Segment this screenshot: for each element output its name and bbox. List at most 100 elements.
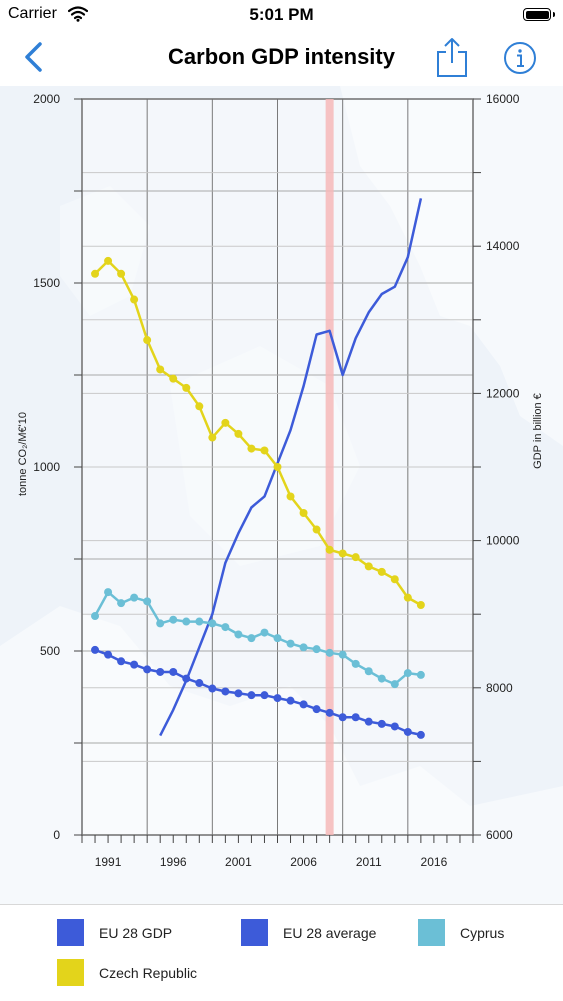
data-point-eu-28-average <box>351 713 360 722</box>
data-point-czech-republic <box>234 429 243 438</box>
x-tick-label: 2001 <box>225 855 252 869</box>
x-tick-label: 2011 <box>356 855 382 869</box>
data-point-czech-republic <box>247 444 256 453</box>
data-point-eu-28-average <box>156 667 165 676</box>
data-point-eu-28-average <box>104 650 113 659</box>
data-point-czech-republic <box>312 525 321 534</box>
y-left-tick-label: 1500 <box>33 276 60 290</box>
data-point-czech-republic <box>104 256 113 265</box>
europe-map-background <box>0 86 563 904</box>
data-point-czech-republic <box>221 418 230 427</box>
data-point-czech-republic <box>208 433 217 442</box>
data-point-czech-republic <box>143 336 152 345</box>
legend-label: Czech Republic <box>99 964 198 981</box>
data-point-cyprus <box>91 612 100 621</box>
data-point-cyprus <box>182 617 191 626</box>
data-point-czech-republic <box>351 553 360 562</box>
legend-label: EU 28 average <box>283 924 377 941</box>
data-point-czech-republic <box>182 383 191 392</box>
data-point-czech-republic <box>169 374 178 383</box>
data-point-cyprus <box>156 619 165 628</box>
data-point-czech-republic <box>91 269 100 278</box>
data-point-cyprus <box>403 669 412 678</box>
info-circle-icon[interactable] <box>503 41 537 75</box>
y-right-tick-label: 12000 <box>486 386 520 400</box>
data-point-eu-28-average <box>273 694 282 703</box>
data-point-eu-28-average <box>247 691 256 700</box>
data-point-cyprus <box>104 588 113 597</box>
data-point-cyprus <box>351 659 360 668</box>
y-right-tick-label: 10000 <box>486 534 520 548</box>
y-left-tick-label: 2000 <box>33 92 60 106</box>
data-point-cyprus <box>195 617 204 626</box>
legend-item-eu-gdp: EU 28 GDP <box>57 919 172 946</box>
data-point-cyprus <box>299 643 308 652</box>
data-point-cyprus <box>273 634 282 643</box>
y-left-tick-label: 500 <box>40 644 60 658</box>
data-point-cyprus <box>325 648 334 657</box>
legend-swatch <box>418 919 445 946</box>
data-point-eu-28-average <box>312 705 321 714</box>
legend-label: EU 28 GDP <box>99 924 173 941</box>
data-point-cyprus <box>221 623 230 632</box>
share-icon[interactable] <box>434 36 470 80</box>
data-point-eu-28-average <box>377 719 386 728</box>
data-point-eu-28-average <box>403 727 412 736</box>
legend-item-eu-average: EU 28 average <box>241 919 376 946</box>
data-point-eu-28-average <box>221 687 230 696</box>
data-point-eu-28-average <box>117 657 126 666</box>
data-point-eu-28-average <box>299 700 308 709</box>
data-point-eu-28-average <box>130 660 139 669</box>
data-point-cyprus <box>260 628 269 637</box>
data-point-czech-republic <box>364 562 373 571</box>
data-point-eu-28-average <box>325 708 334 717</box>
data-point-cyprus <box>416 670 425 679</box>
data-point-eu-28-average <box>208 684 217 693</box>
series-line-eu-28-gdp <box>159 198 423 737</box>
legend-item-cyprus: Cyprus <box>418 919 504 946</box>
data-point-cyprus <box>338 650 347 659</box>
data-point-cyprus <box>169 615 178 624</box>
y-right-tick-label: 16000 <box>486 92 520 106</box>
x-tick-label: 2016 <box>421 855 448 869</box>
legend-item-czech-republic: Czech Republic <box>57 959 197 986</box>
data-point-eu-28-average <box>234 689 243 698</box>
data-point-eu-28-average <box>195 679 204 688</box>
data-point-eu-28-average <box>364 717 373 726</box>
data-point-czech-republic <box>117 269 126 278</box>
legend-swatch <box>241 919 268 946</box>
data-point-cyprus <box>117 599 126 608</box>
x-tick-label: 2006 <box>290 855 317 869</box>
data-point-cyprus <box>130 593 139 602</box>
data-point-czech-republic <box>390 575 399 584</box>
legend-swatch <box>57 959 84 986</box>
data-point-eu-28-average <box>143 665 152 674</box>
data-point-eu-28-average <box>416 730 425 739</box>
wifi-icon <box>68 6 88 22</box>
data-point-czech-republic <box>299 509 308 517</box>
data-point-czech-republic <box>195 402 204 411</box>
data-point-czech-republic <box>130 295 139 304</box>
data-point-czech-republic <box>416 601 425 609</box>
y-right-tick-label: 14000 <box>486 239 520 253</box>
legend-label: Cyprus <box>460 924 505 941</box>
data-point-eu-28-average <box>286 696 295 705</box>
chevron-left-icon[interactable] <box>18 40 48 74</box>
data-point-czech-republic <box>260 446 269 455</box>
chart-legend: EU 28 GDP EU 28 average Cyprus Czech Rep… <box>0 904 563 1001</box>
y-left-tick-label: 1000 <box>33 460 60 474</box>
data-point-eu-28-average <box>390 722 399 731</box>
data-point-czech-republic <box>403 593 412 602</box>
data-point-cyprus <box>247 634 256 643</box>
data-point-cyprus <box>208 619 217 628</box>
y-right-tick-label: 8000 <box>486 681 513 695</box>
carrier-label: Carrier <box>8 5 57 22</box>
data-point-eu-28-average <box>91 645 100 654</box>
data-point-eu-28-average <box>260 691 269 700</box>
battery-icon <box>523 8 555 21</box>
data-point-czech-republic <box>377 567 386 576</box>
data-point-cyprus <box>377 674 386 683</box>
data-point-cyprus <box>234 630 243 639</box>
data-point-czech-republic <box>325 545 334 554</box>
page-title: Carbon GDP intensity <box>168 44 395 69</box>
